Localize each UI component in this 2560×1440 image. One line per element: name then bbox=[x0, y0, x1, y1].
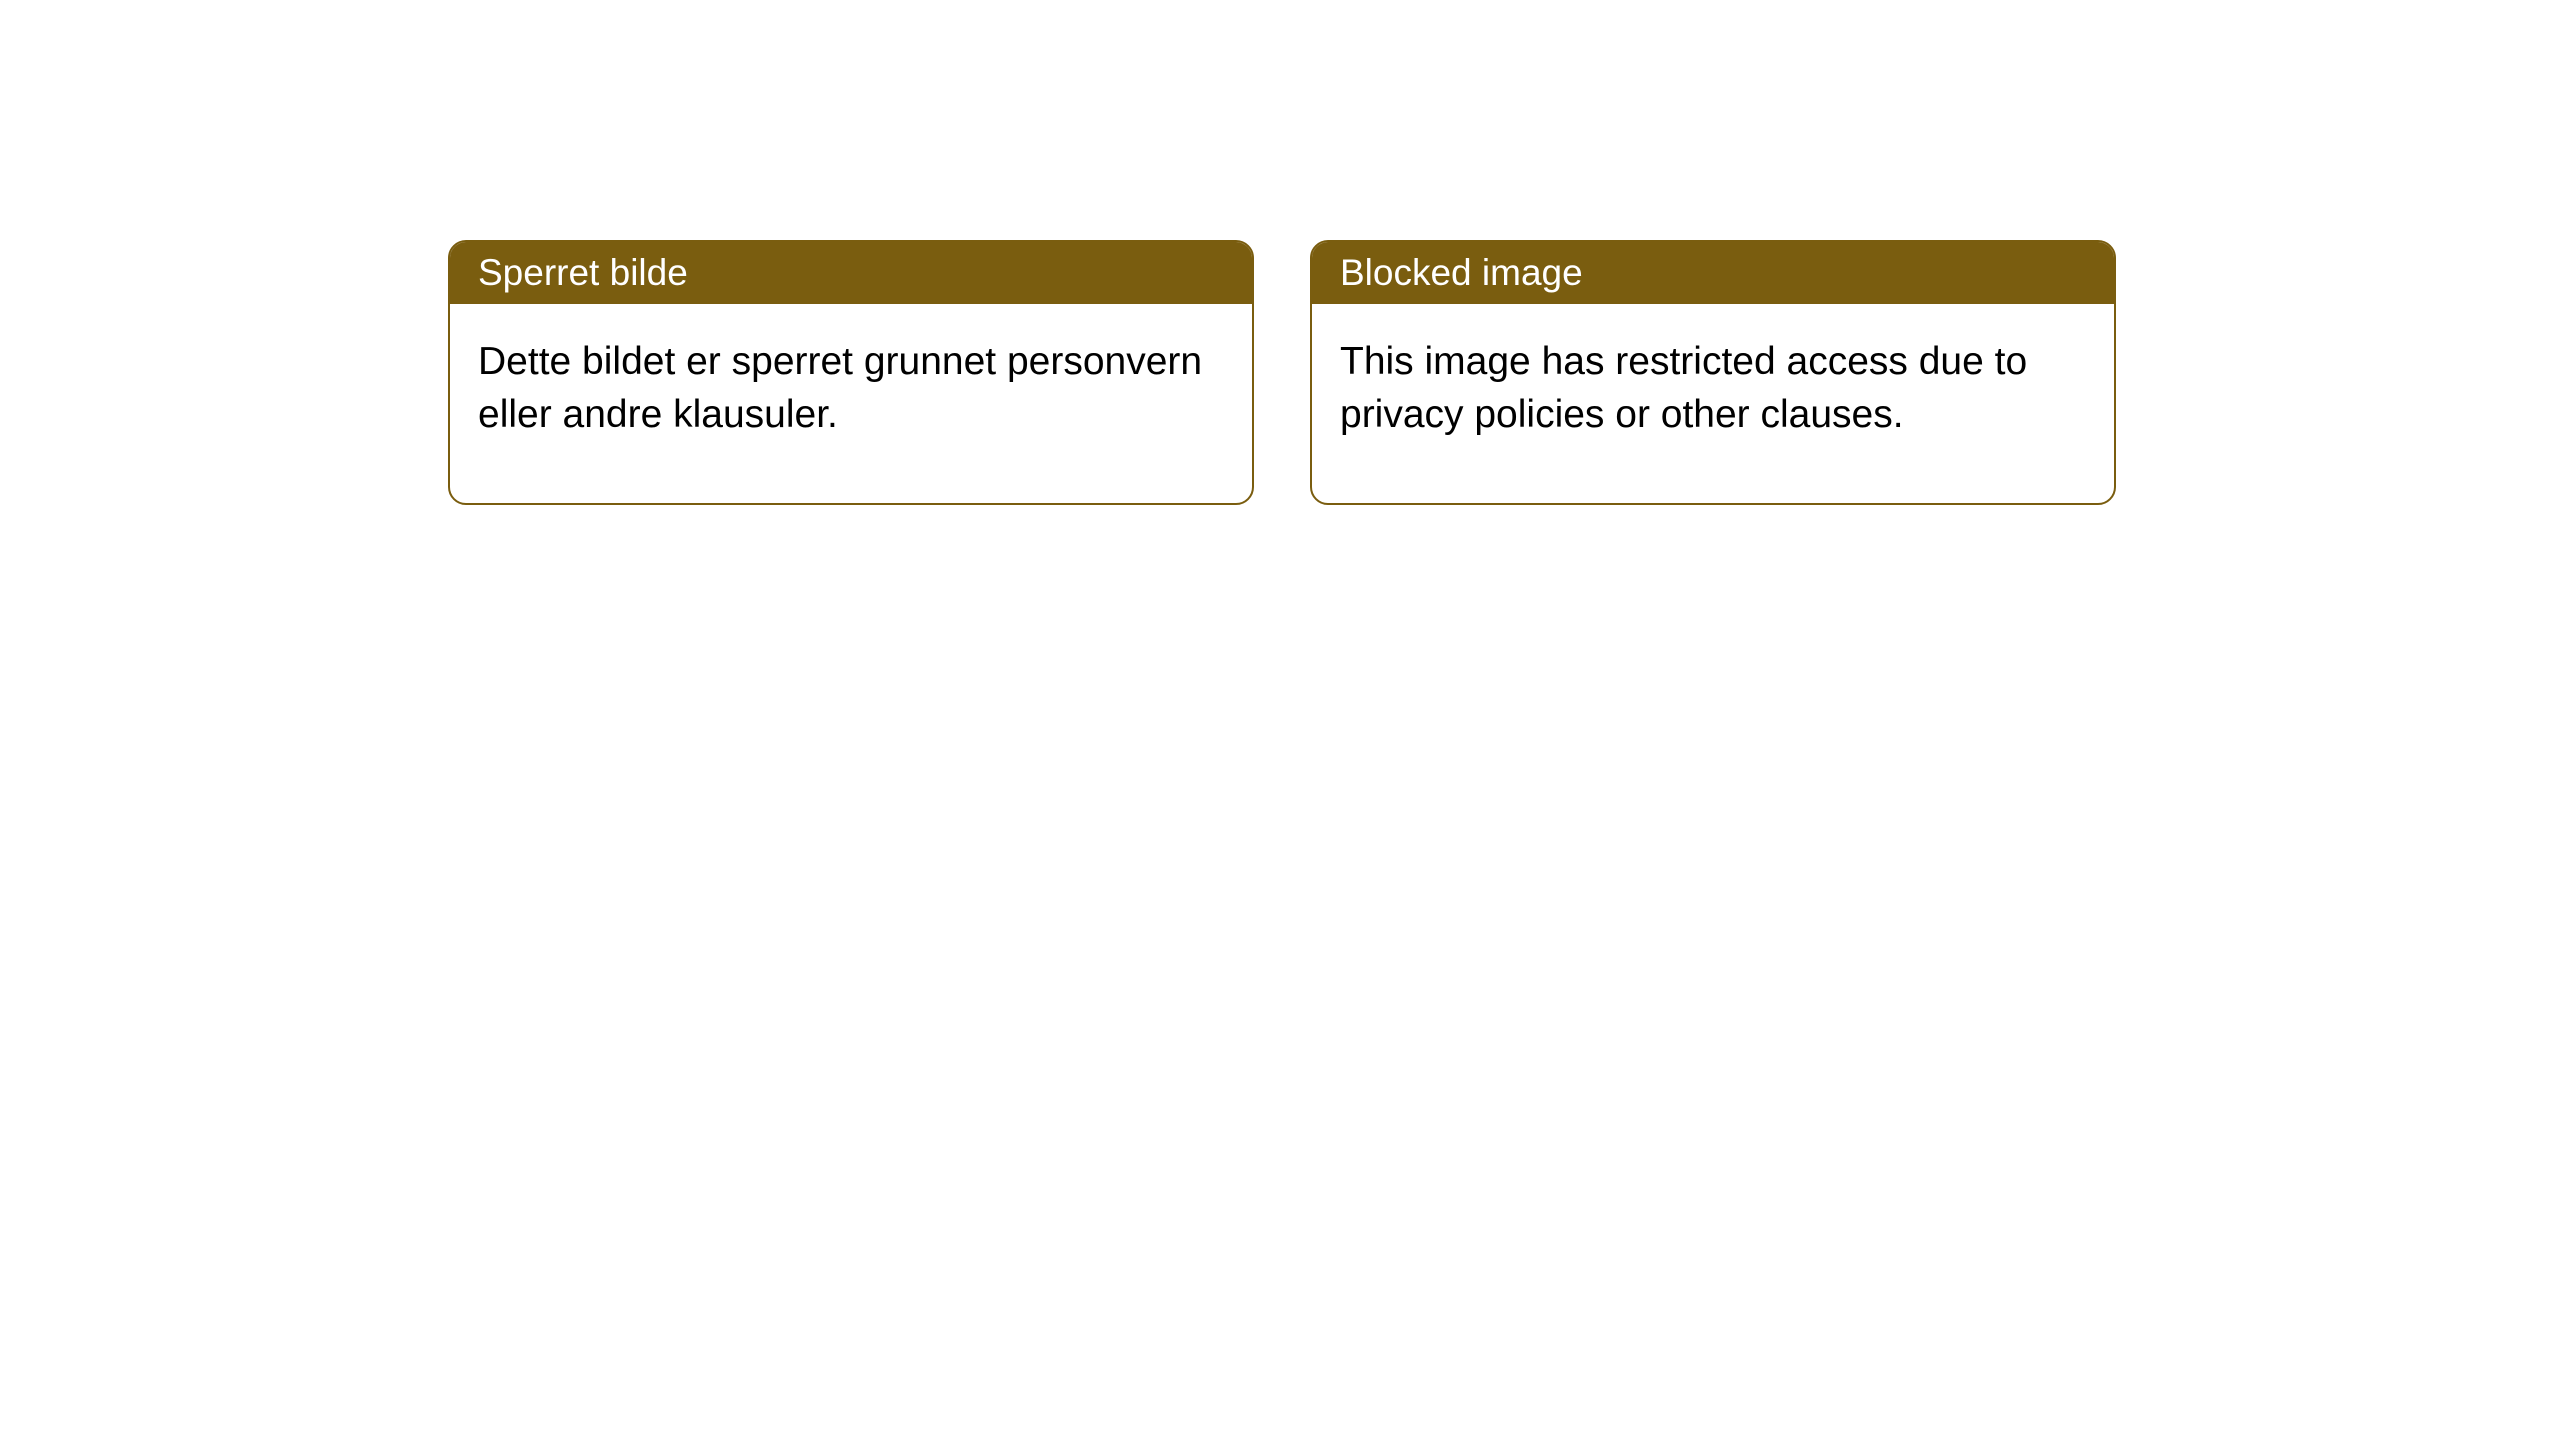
notice-card-english: Blocked image This image has restricted … bbox=[1310, 240, 2116, 505]
notice-card-text: Dette bildet er sperret grunnet personve… bbox=[478, 340, 1202, 436]
notice-card-body: This image has restricted access due to … bbox=[1312, 304, 2114, 503]
notice-card-title: Sperret bilde bbox=[478, 252, 688, 293]
notice-card-text: This image has restricted access due to … bbox=[1340, 340, 2027, 436]
notice-card-body: Dette bildet er sperret grunnet personve… bbox=[450, 304, 1252, 503]
notice-card-header: Blocked image bbox=[1312, 242, 2114, 304]
notice-container: Sperret bilde Dette bildet er sperret gr… bbox=[0, 0, 2560, 505]
notice-card-header: Sperret bilde bbox=[450, 242, 1252, 304]
notice-card-title: Blocked image bbox=[1340, 252, 1583, 293]
notice-card-norwegian: Sperret bilde Dette bildet er sperret gr… bbox=[448, 240, 1254, 505]
